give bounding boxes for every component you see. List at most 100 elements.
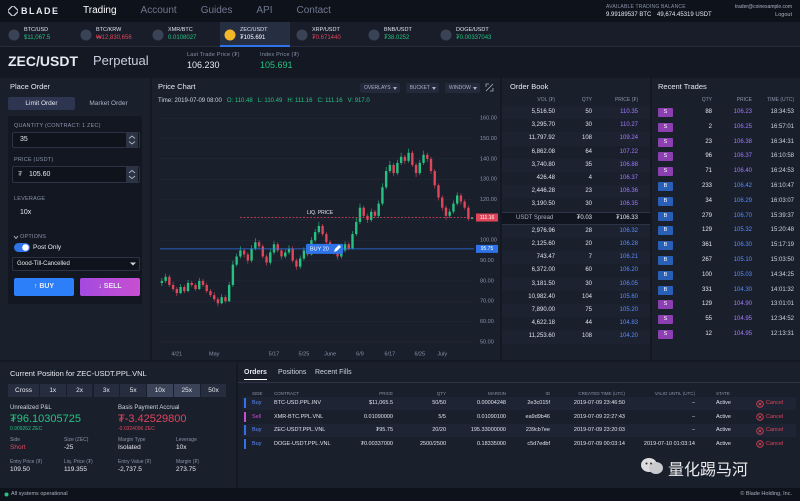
nav-link[interactable]: API bbox=[256, 5, 273, 16]
cancel-action[interactable]: Cancel bbox=[766, 427, 784, 433]
tif-select[interactable] bbox=[12, 257, 140, 271]
book-cell: 5,516.50 bbox=[531, 109, 555, 115]
spinner[interactable] bbox=[126, 167, 138, 182]
field-value: -25 bbox=[64, 444, 74, 451]
nav-link[interactable]: Guides bbox=[200, 5, 233, 16]
tab[interactable]: Market Order bbox=[89, 100, 128, 107]
tab-active[interactable]: Limit Order bbox=[8, 97, 75, 110]
basis-value: ₮-3.42529800 bbox=[118, 413, 187, 425]
trade-price: 106.38 bbox=[733, 138, 752, 145]
field-value: 273.75 bbox=[176, 466, 196, 473]
column-header: PRICE bbox=[379, 391, 393, 396]
leverage-option[interactable]: 5x bbox=[120, 384, 146, 397]
cancel-icon[interactable] bbox=[756, 426, 764, 435]
price-value: 105.60 bbox=[29, 171, 51, 178]
ticker[interactable]: XMR/BTC 0.0108027 bbox=[148, 22, 218, 47]
side-bar bbox=[244, 438, 246, 449]
cancel-action[interactable]: Cancel bbox=[766, 400, 784, 406]
last-price: 106.230 bbox=[187, 60, 220, 70]
orders-tab[interactable]: Recent Fills bbox=[315, 369, 352, 376]
ticker[interactable]: BTC/KRW ₩12,830,656 bbox=[76, 22, 146, 47]
cancel-icon[interactable] bbox=[756, 399, 764, 408]
ticker-icon-box bbox=[296, 29, 308, 41]
marker-box bbox=[306, 243, 343, 254]
order-cell: 0.01090000 bbox=[363, 413, 393, 420]
ticker[interactable]: DOGE/USDT ₮0.00337043 bbox=[436, 22, 506, 47]
book-cell: 3,295.70 bbox=[531, 122, 555, 129]
trade-time: 13:01:01 bbox=[770, 301, 794, 308]
chart-button[interactable]: WINDOW bbox=[444, 83, 480, 93]
leverage-option[interactable]: 50x bbox=[200, 384, 227, 397]
trade-time: 12:13:31 bbox=[770, 331, 794, 337]
ticker[interactable]: ZEC/USDT ₮105.691 bbox=[220, 22, 290, 47]
order-cell: 2019-07-09 00:03:14 bbox=[573, 440, 625, 447]
field-label: QUANTITY (CONTRACT: 1 ZEC) bbox=[14, 123, 101, 129]
currency-symbol: ₮ bbox=[18, 171, 23, 178]
field-value: 10x bbox=[176, 444, 187, 451]
orders-tab[interactable]: Positions bbox=[278, 369, 307, 376]
candle-body bbox=[392, 164, 395, 174]
ticker[interactable]: BNB/USDT ₮38.0252 bbox=[364, 22, 434, 47]
leverage-value[interactable]: 10x bbox=[20, 209, 32, 216]
candle-body bbox=[276, 244, 279, 251]
candle-body bbox=[347, 244, 350, 249]
orders-tab[interactable]: Orders bbox=[244, 369, 267, 380]
candle-body bbox=[198, 280, 201, 290]
options-label[interactable]: OPTIONS bbox=[20, 234, 47, 240]
ticker-symbol: XRP/USDT bbox=[312, 27, 340, 33]
book-cell: 743.47 bbox=[536, 254, 555, 261]
chart-button[interactable]: BUCKET bbox=[405, 83, 439, 93]
leverage-option[interactable]: 25x bbox=[174, 384, 200, 397]
spinner[interactable] bbox=[126, 133, 138, 147]
order-cell: ₮95.75 bbox=[375, 427, 393, 433]
book-cell: 30 bbox=[585, 201, 592, 208]
order-cell: Sell bbox=[252, 413, 262, 420]
candle-body bbox=[280, 250, 283, 257]
y-tick-label: 90.00 bbox=[480, 258, 494, 264]
toggle[interactable] bbox=[14, 243, 30, 252]
leverage-option[interactable]: 2x bbox=[66, 384, 93, 397]
chart-button[interactable]: OVERLAYS bbox=[360, 83, 400, 93]
ticker[interactable]: XRP/USDT ₮0.671440 bbox=[292, 22, 362, 47]
field-label: Leverage bbox=[176, 437, 197, 443]
y-tick-label: 100.00 bbox=[480, 238, 497, 244]
trade-qty: 129 bbox=[701, 301, 712, 308]
leverage-option[interactable]: 1x bbox=[40, 384, 66, 397]
candle-body bbox=[370, 211, 373, 220]
book-cell: 104.20 bbox=[619, 333, 638, 340]
price-input[interactable] bbox=[12, 166, 140, 183]
cancel-icon[interactable] bbox=[756, 440, 764, 448]
candle-body bbox=[414, 164, 418, 174]
x-tick-label: 6/9 bbox=[356, 351, 364, 357]
nav-link[interactable]: Account bbox=[140, 5, 177, 16]
buy-button[interactable]: ↑ BUY bbox=[14, 278, 74, 296]
sell-button[interactable]: ↓ SELL bbox=[80, 278, 140, 296]
book-cell: 30 bbox=[585, 280, 592, 287]
cancel-action[interactable]: Cancel bbox=[766, 440, 784, 447]
book-cell: 106.35 bbox=[619, 201, 638, 208]
logo[interactable]: BLADE bbox=[21, 6, 60, 16]
logout[interactable]: Logout bbox=[775, 12, 792, 18]
candle-body bbox=[317, 225, 321, 233]
ticker-icon-box bbox=[440, 29, 452, 41]
cancel-circle bbox=[756, 413, 764, 421]
cancel-x bbox=[758, 442, 762, 446]
nav-link[interactable]: Contact bbox=[296, 5, 331, 16]
column-header: STATE bbox=[716, 391, 730, 396]
leverage-option[interactable]: 10x bbox=[147, 384, 173, 397]
cancel-icon[interactable] bbox=[756, 413, 764, 421]
panel-title: Recent Trades bbox=[658, 82, 707, 91]
nav-link[interactable]: Trading bbox=[83, 5, 117, 16]
cancel-action[interactable]: Cancel bbox=[766, 413, 784, 420]
leverage-option[interactable]: 3x bbox=[93, 384, 120, 397]
side-badge: S bbox=[658, 300, 673, 310]
quantity-input[interactable] bbox=[12, 132, 140, 148]
marker-badge bbox=[476, 213, 498, 222]
ticker-price: 0.0108027 bbox=[168, 35, 197, 41]
trade-time: 16:57:01 bbox=[770, 123, 794, 130]
side-badge: S bbox=[658, 167, 673, 177]
leverage-option[interactable]: Cross bbox=[8, 384, 39, 397]
candle-body bbox=[269, 252, 272, 263]
expand-icon[interactable] bbox=[485, 83, 494, 92]
ticker[interactable]: BTC/USD $11,067.5 bbox=[4, 22, 74, 47]
